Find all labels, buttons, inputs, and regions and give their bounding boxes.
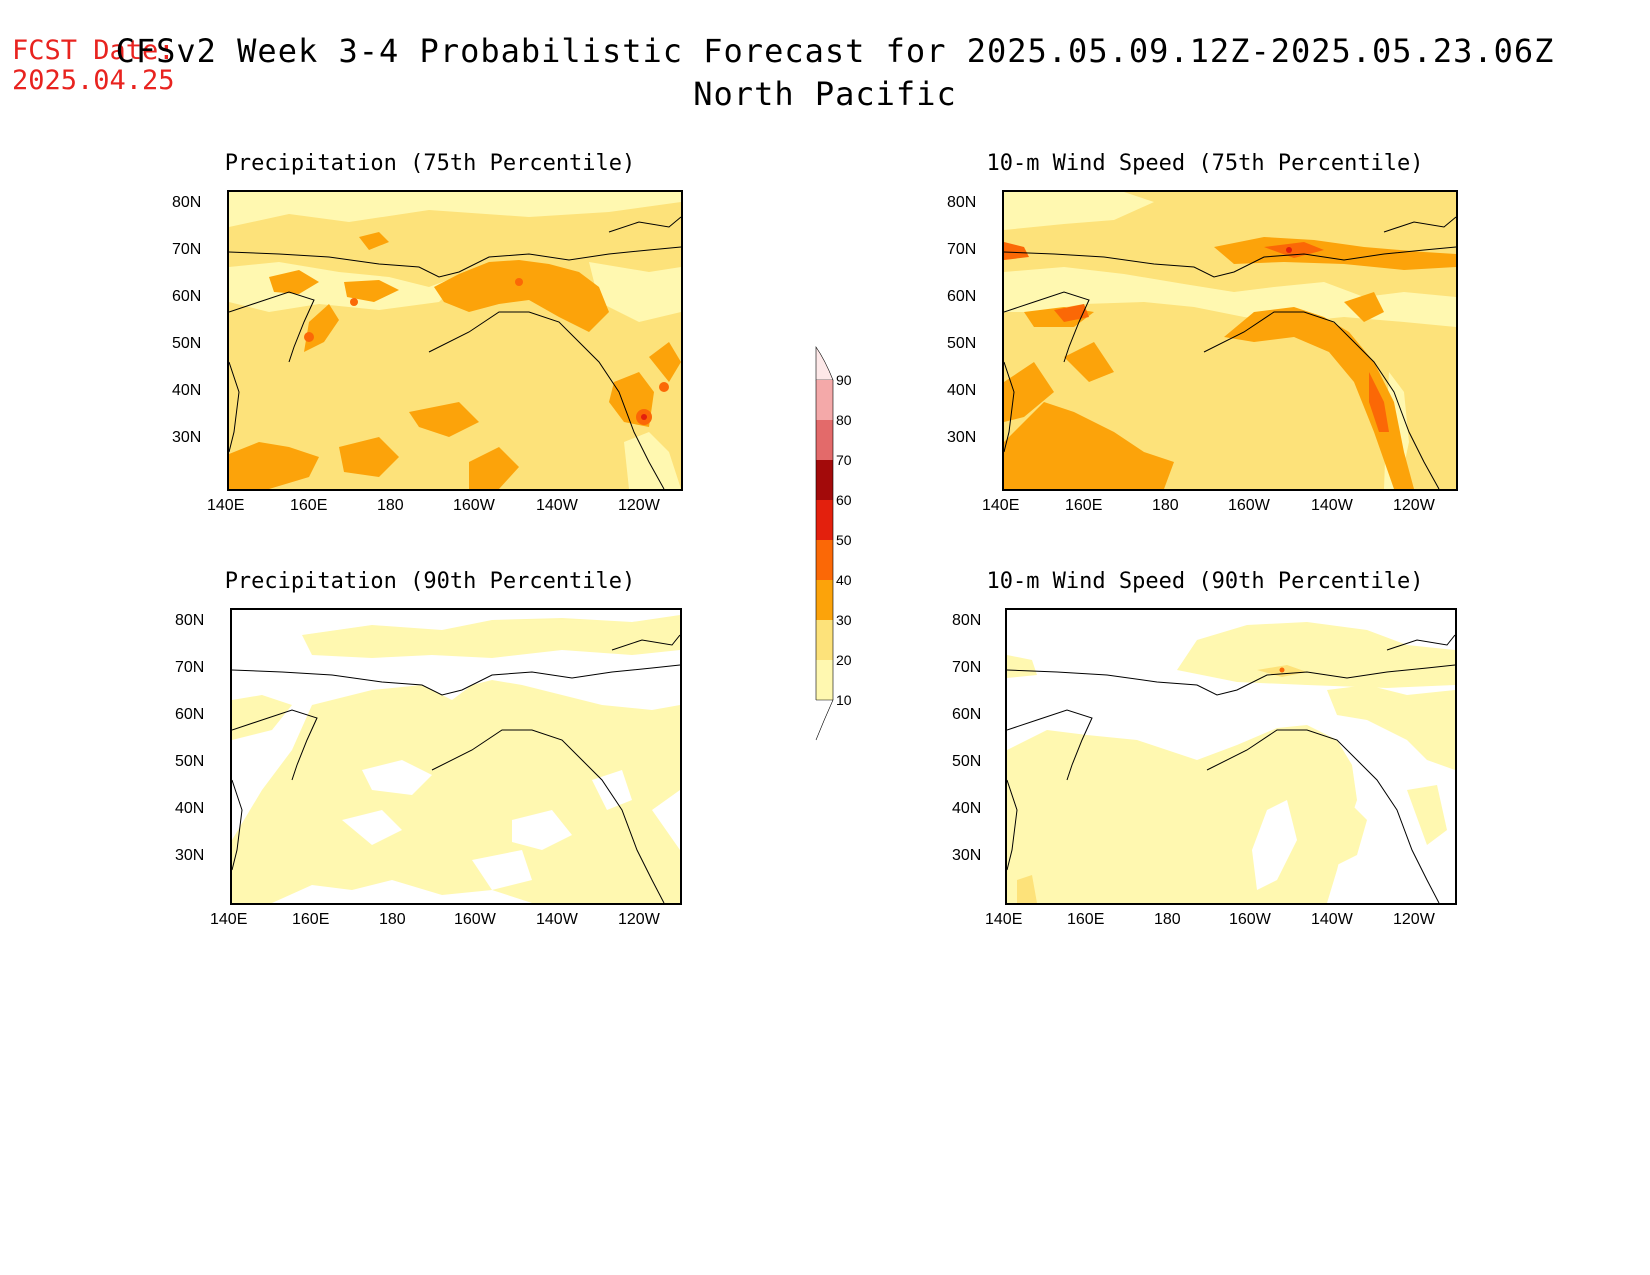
lon-label: 140W <box>536 497 578 514</box>
lon-label: 180 <box>1152 497 1179 514</box>
lat-label: 40N <box>952 800 982 817</box>
panel-wind-90: 10-m Wind Speed (90th Percentile) 80N 70… <box>948 563 1468 933</box>
panel-precip-90: Precipitation (90th Percentile) 80N 70N … <box>173 563 693 933</box>
colorbar-label: 40 <box>836 572 852 588</box>
map-field <box>232 610 680 903</box>
lon-label: 160W <box>1228 497 1270 514</box>
lon-label: 180 <box>1154 911 1181 928</box>
colorbar-segment-10-20 <box>816 660 833 700</box>
map-field <box>1004 192 1456 489</box>
map-field <box>1007 610 1455 903</box>
panel-precip-75: Precipitation (75th Percentile) <box>170 145 690 515</box>
lat-label: 70N <box>952 659 982 676</box>
map-field <box>229 192 681 489</box>
colorbar-segment-80-90 <box>816 380 833 420</box>
colorbar-label: 20 <box>836 652 852 668</box>
lon-label: 140E <box>210 911 248 928</box>
colorbar-graphic <box>815 346 834 741</box>
forecast-date: FCST Date: 2025.04.25 <box>12 36 175 96</box>
lat-label: 70N <box>947 241 977 258</box>
colorbar-label: 80 <box>836 412 852 428</box>
lat-label: 60N <box>172 288 202 305</box>
colorbar-label: 60 <box>836 492 852 508</box>
lon-label: 140W <box>536 911 578 928</box>
colorbar-label: 70 <box>836 452 852 468</box>
lon-label: 140E <box>985 911 1023 928</box>
lat-label: 80N <box>172 194 202 211</box>
lon-label: 120W <box>1393 911 1435 928</box>
map-wind-75 <box>1002 190 1458 491</box>
colorbar-label: 50 <box>836 532 852 548</box>
lat-label: 40N <box>947 382 977 399</box>
lat-label: 80N <box>947 194 977 211</box>
colorbar-label: 30 <box>836 612 852 628</box>
panel-title: 10-m Wind Speed (75th Percentile) <box>986 151 1424 176</box>
lat-label: 30N <box>175 847 205 864</box>
lon-label: 160W <box>1229 911 1271 928</box>
lon-label: 160W <box>453 497 495 514</box>
map-wind-90 <box>1005 608 1457 905</box>
colorbar-segment-0-10 <box>815 699 834 741</box>
lon-label: 120W <box>618 497 660 514</box>
lat-label: 60N <box>947 288 977 305</box>
colorbar-label: 10 <box>836 692 852 708</box>
lon-label: 160W <box>454 911 496 928</box>
colorbar-label: 90 <box>836 372 852 388</box>
lat-label: 30N <box>952 847 982 864</box>
lon-label: 120W <box>618 911 660 928</box>
colorbar-segment-70-80 <box>816 420 833 460</box>
map-precip-75 <box>227 190 683 491</box>
lon-label: 140W <box>1311 911 1353 928</box>
lat-label: 40N <box>172 382 202 399</box>
colorbar-segment-20-30 <box>816 620 833 660</box>
lat-label: 50N <box>175 753 205 770</box>
lon-label: 140E <box>982 497 1020 514</box>
main-title: CFSv2 Week 3-4 Probabilistic Forecast fo… <box>115 32 1555 70</box>
panel-title: Precipitation (75th Percentile) <box>224 151 636 176</box>
forecast-date-label: FCST Date: <box>12 35 175 66</box>
region-title: North Pacific <box>693 75 957 113</box>
lon-label: 160E <box>290 497 328 514</box>
lon-label: 160E <box>1065 497 1103 514</box>
panel-wind-75: 10-m Wind Speed (75th Percentile) <box>945 145 1465 515</box>
lat-label: 30N <box>947 429 977 446</box>
lat-label: 50N <box>947 335 977 352</box>
lat-label: 80N <box>175 612 205 629</box>
map-precip-90 <box>230 608 682 905</box>
colorbar-segment-90-100 <box>815 346 834 381</box>
lat-label: 50N <box>952 753 982 770</box>
colorbar-segment-40-50 <box>816 540 833 580</box>
lon-label: 180 <box>379 911 406 928</box>
lat-label: 30N <box>172 429 202 446</box>
lat-label: 60N <box>175 706 205 723</box>
colorbar-segment-50-60 <box>816 500 833 540</box>
lon-label: 160E <box>1067 911 1105 928</box>
lat-label: 50N <box>172 335 202 352</box>
panel-title: Precipitation (90th Percentile) <box>224 569 636 594</box>
lon-label: 180 <box>377 497 404 514</box>
colorbar: 90 80 70 60 50 40 30 20 10 <box>800 335 860 745</box>
panel-title: 10-m Wind Speed (90th Percentile) <box>986 569 1424 594</box>
lat-label: 70N <box>172 241 202 258</box>
lat-label: 70N <box>175 659 205 676</box>
lon-label: 120W <box>1393 497 1435 514</box>
lon-label: 140E <box>207 497 245 514</box>
lon-label: 140W <box>1311 497 1353 514</box>
colorbar-segment-60-70 <box>816 460 833 500</box>
lon-label: 160E <box>292 911 330 928</box>
forecast-date-value: 2025.04.25 <box>12 65 175 96</box>
lat-label: 80N <box>952 612 982 629</box>
page-title: CFSv2 Week 3-4 Probabilistic Forecast fo… <box>0 30 1650 116</box>
lat-label: 40N <box>175 800 205 817</box>
lat-label: 60N <box>952 706 982 723</box>
colorbar-segment-30-40 <box>816 580 833 620</box>
